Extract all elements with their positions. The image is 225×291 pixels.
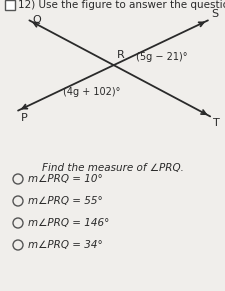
Text: m∠PRQ = 55°: m∠PRQ = 55°	[28, 196, 102, 206]
Text: Q: Q	[32, 15, 41, 25]
Bar	[5, 0, 15, 10]
Text: T: T	[212, 118, 219, 128]
Text: S: S	[210, 9, 217, 19]
Text: (5g − 21)°: (5g − 21)°	[135, 52, 187, 62]
Text: m∠PRQ = 34°: m∠PRQ = 34°	[28, 240, 102, 250]
Text: (4g + 102)°: (4g + 102)°	[63, 87, 120, 97]
Text: m∠PRQ = 146°: m∠PRQ = 146°	[28, 218, 109, 228]
Text: R: R	[116, 50, 124, 60]
Text: P: P	[21, 113, 28, 123]
Text: 12) Use the figure to answer the question.: 12) Use the figure to answer the questio…	[18, 0, 225, 10]
Text: m∠PRQ = 10°: m∠PRQ = 10°	[28, 174, 102, 184]
Text: Find the measure of ∠PRQ.: Find the measure of ∠PRQ.	[42, 163, 183, 173]
